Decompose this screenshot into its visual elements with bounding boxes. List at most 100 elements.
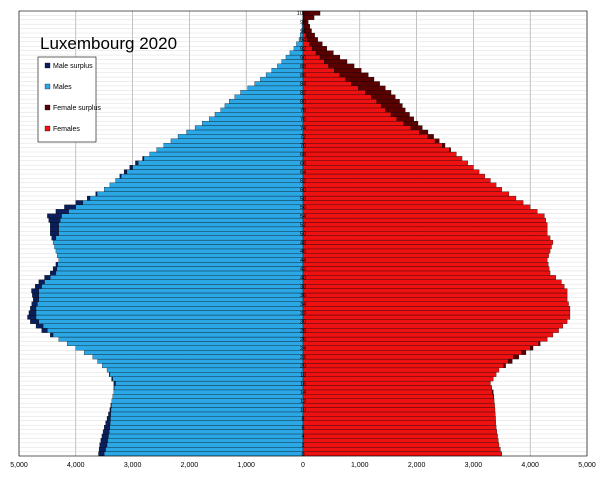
male-surplus-bar-64: [123, 169, 128, 175]
age-label: 86: [300, 73, 306, 79]
females-bar-40: [302, 275, 556, 280]
males-bar-48: [52, 239, 304, 245]
male-surplus-bar-65: [129, 165, 133, 170]
male-surplus-bar-58: [87, 195, 91, 201]
male-surplus-bar-41: [50, 270, 57, 276]
females-bar-32: [302, 310, 571, 316]
age-label: 54: [300, 214, 306, 220]
female-surplus-bar-79: [380, 103, 403, 109]
males-bar-12: [111, 398, 304, 404]
age-label: 92: [300, 46, 306, 52]
male-surplus-bar-59: [95, 191, 98, 197]
age-label: 90: [300, 55, 306, 61]
age-label: 16: [300, 381, 306, 387]
male-surplus-bar-32: [28, 310, 37, 316]
males-bar-33: [35, 306, 304, 311]
females-bar-19: [302, 367, 500, 373]
male-surplus-bar-9: [108, 411, 111, 417]
females-bar-29: [302, 323, 564, 329]
males-bar-25: [67, 341, 304, 347]
age-label: 20: [300, 364, 306, 370]
legend-swatch-3: [44, 125, 51, 132]
females-bar-28: [302, 328, 559, 333]
females-bar-59: [302, 191, 510, 197]
males-bar-36: [38, 292, 304, 298]
males-bar-5: [108, 429, 304, 435]
male-surplus-bar-27: [50, 332, 54, 338]
males-bar-79: [224, 103, 304, 109]
age-label: 34: [300, 302, 306, 308]
males-bar-61: [109, 182, 304, 188]
legend-label-3: Females: [53, 126, 80, 133]
female-surplus-bar-24: [530, 345, 534, 351]
age-label: 10: [300, 408, 306, 414]
males-bar-58: [89, 195, 304, 201]
age-label: 40: [300, 276, 306, 282]
legend: Male surplus Males Female surplus Females: [37, 56, 101, 143]
male-surplus-bar-56: [64, 204, 76, 210]
males-bar-31: [35, 314, 304, 320]
age-label: 82: [300, 91, 306, 97]
male-surplus-bar-55: [55, 209, 69, 214]
males-bar-67: [143, 156, 304, 161]
males-bar-3: [107, 438, 304, 443]
males-bar-62: [115, 178, 304, 183]
female-surplus-bar-23: [521, 350, 527, 355]
females-bar-17: [302, 376, 494, 382]
males-bar-7: [110, 420, 304, 426]
female-surplus-bar-82: [365, 90, 392, 95]
age-label: 84: [300, 82, 306, 88]
female-surplus-bar-20: [503, 363, 506, 369]
females-bar-62: [302, 178, 491, 183]
age-label: 88: [300, 64, 306, 70]
females-bar-80: [302, 98, 377, 104]
females-bar-84: [302, 81, 352, 87]
females-bar-57: [302, 200, 524, 206]
female-surplus-bar-14: [491, 389, 494, 395]
male-surplus-bar-17: [111, 376, 113, 382]
males-bar-80: [229, 98, 304, 104]
males-bar-53: [60, 217, 304, 223]
age-label: 36: [300, 293, 306, 299]
females-bar-41: [302, 270, 551, 276]
male-surplus-bar-35: [33, 297, 40, 302]
males-bar-69: [156, 147, 304, 153]
females-bar-82: [302, 90, 366, 95]
males-bar-29: [42, 323, 304, 329]
female-surplus-bar-21: [508, 358, 513, 364]
male-surplus-bar-39: [38, 279, 45, 285]
female-surplus-bar-75: [403, 120, 419, 126]
males-bar-18: [109, 372, 304, 377]
males-bar-0: [104, 451, 304, 457]
female-surplus-bar-77: [390, 112, 410, 117]
female-surplus-bar-76: [396, 116, 414, 122]
males-bar-84: [254, 81, 304, 87]
males-bar-10: [110, 407, 304, 413]
males-bar-66: [138, 160, 304, 166]
female-surplus-bar-25: [538, 341, 541, 347]
females-bar-47: [302, 244, 552, 250]
age-label: 52: [300, 223, 306, 229]
age-label: 2: [301, 443, 304, 449]
male-surplus-bar-34: [31, 301, 38, 307]
male-surplus-bar-3: [100, 438, 108, 443]
females-bar-2: [302, 442, 500, 448]
age-label: 44: [300, 258, 306, 264]
females-bar-81: [302, 94, 372, 100]
males-bar-63: [121, 173, 304, 179]
male-surplus-bar-66: [135, 160, 139, 166]
males-bar-40: [50, 275, 304, 280]
x-tick-label: 1,000: [351, 462, 369, 469]
females-bar-35: [302, 297, 568, 302]
age-label: 14: [300, 390, 306, 396]
male-surplus-bar-53: [48, 217, 61, 223]
age-label: 70: [300, 143, 306, 149]
male-surplus-bar-5: [102, 429, 110, 435]
age-label: 32: [300, 311, 306, 317]
male-surplus-bar-0: [98, 451, 105, 457]
chart-title: Luxembourg 2020: [40, 34, 177, 53]
females-bar-72: [302, 134, 429, 139]
females-bar-14: [302, 389, 493, 395]
male-surplus-bar-16: [113, 380, 116, 386]
